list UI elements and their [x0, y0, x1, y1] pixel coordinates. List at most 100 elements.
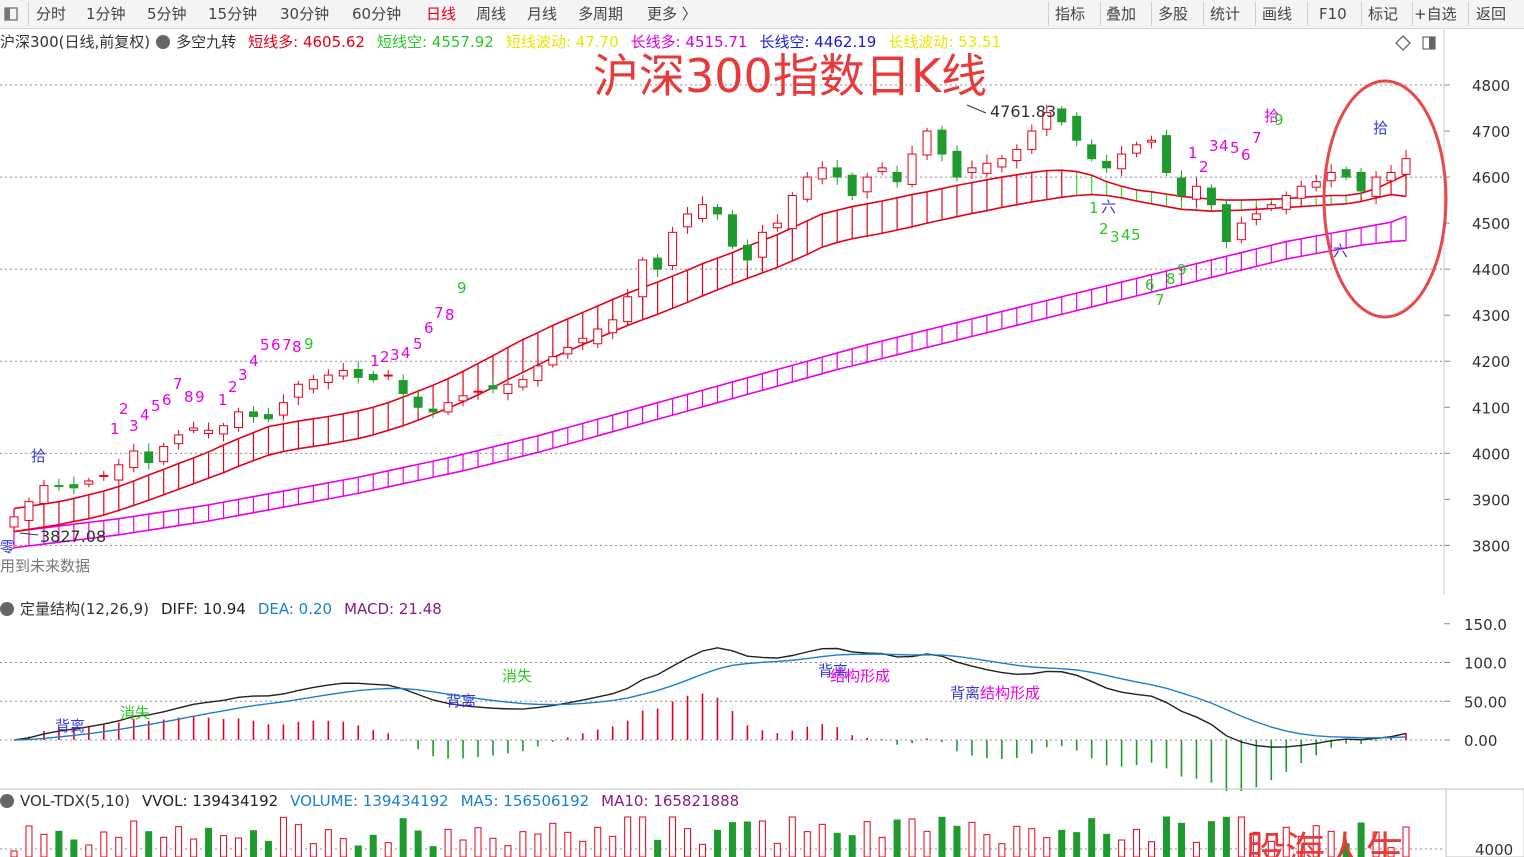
nine-turn-marker: 1: [370, 352, 380, 370]
tab-1min[interactable]: 1分钟: [86, 5, 126, 23]
price-tick-label: 4300: [1472, 307, 1510, 325]
price-axis: 4800 4700 4600 4500 4400 4300 4200 4100 4000 3900…: [1444, 77, 1510, 555]
candle-body: [1162, 135, 1172, 173]
candle-body: [668, 231, 678, 266]
volume-bars: [10, 816, 1410, 857]
candle-body: [1326, 171, 1336, 182]
volume-bar: [1028, 828, 1036, 857]
candle-body: [338, 369, 348, 377]
tab-15min[interactable]: 15分钟: [208, 5, 258, 23]
candle-body: [1117, 153, 1127, 170]
btn-multi-stock[interactable]: 多股: [1158, 5, 1189, 23]
btn-indicators[interactable]: 指标: [1055, 5, 1086, 23]
vol-axis-bg: [1446, 789, 1524, 857]
price-tick-label: 4200: [1472, 353, 1510, 371]
nine-turn-marker: 9: [1177, 261, 1187, 279]
candle-body: [593, 328, 603, 345]
vol-legend: VOL-TDX(5,10) VVOL: 139434192 VOLUME: 1394…: [0, 790, 751, 812]
macd-annotation: 消失: [120, 704, 150, 722]
candle-body: [1057, 108, 1067, 123]
macd-annotation: 背离: [55, 717, 85, 735]
volume-bar: [384, 842, 392, 857]
volume-bar: [684, 828, 692, 857]
volume-bar: [205, 827, 213, 857]
volume-bar: [1402, 826, 1410, 857]
vol-switch-icon[interactable]: [0, 794, 14, 808]
candle-body: [99, 474, 109, 477]
tab-more[interactable]: 更多 〉: [647, 5, 697, 23]
candle-body: [1012, 148, 1022, 162]
candle-body: [174, 434, 184, 445]
candle-body: [653, 257, 663, 270]
btn-overlay[interactable]: 叠加: [1106, 5, 1137, 23]
volume-bar: [309, 843, 317, 857]
indicator-params: 短线多: 4605.62 短线空: 4557.92 短线波动: 47.70 长线多: …: [242, 33, 1007, 51]
volume-bar: [1013, 825, 1021, 857]
volume-bar: [1148, 841, 1156, 857]
btn-back[interactable]: 返回: [1476, 5, 1507, 23]
tab-5min[interactable]: 5分钟: [147, 5, 187, 23]
volume-bar: [40, 833, 48, 857]
volume-chart[interactable]: 4000 股海人生…: [0, 789, 1524, 857]
volume-bar: [594, 826, 602, 857]
macd-histogram: [28, 693, 1407, 791]
candle-body: [129, 450, 139, 469]
nine-turn-marker: 8: [184, 388, 194, 406]
nine-turn-marker: 4: [1219, 137, 1229, 155]
candle-body: [219, 425, 229, 435]
symbol-label: 沪深300(日线,前复权): [0, 33, 151, 51]
tab-monthly[interactable]: 月线: [527, 5, 558, 23]
main-param-2: 短线波动: 47.70: [505, 33, 619, 51]
btn-mark[interactable]: 标记: [1368, 5, 1399, 23]
btn-statistics[interactable]: 统计: [1210, 5, 1241, 23]
volume-bar: [848, 835, 856, 857]
tab-30min[interactable]: 30分钟: [280, 5, 330, 23]
tab-weekly[interactable]: 周线: [476, 5, 507, 23]
candle-body: [742, 244, 752, 261]
nine-turn-marker: 9: [304, 335, 314, 353]
nine-turn-marker: 1: [1188, 144, 1198, 162]
tab-fenshi[interactable]: 分时: [36, 5, 67, 23]
btn-f10[interactable]: F10: [1319, 5, 1347, 23]
volume-bar: [669, 816, 677, 857]
nine-turn-marker: 2: [228, 378, 238, 396]
volume-bar: [743, 821, 751, 857]
nine-turn-marker: 2: [119, 400, 129, 418]
nine-turn-marker: 6: [1241, 146, 1251, 164]
tab-60min[interactable]: 60分钟: [352, 5, 402, 23]
macd-axis: 150.0 100.0 50.00 0.00: [1444, 616, 1507, 750]
volume-bar: [249, 830, 257, 857]
volume-bar: [85, 844, 93, 857]
indicator-switch-icon[interactable]: [156, 35, 171, 49]
vol-params: VVOL: 139434192 VOLUME: 139434192 MA5: 156…: [136, 792, 745, 810]
nine-turn-marker: 六: [1101, 198, 1116, 216]
btn-draw-line[interactable]: 画线: [1262, 5, 1293, 23]
volume-bar: [624, 816, 632, 857]
macd-switch-icon[interactable]: [0, 602, 14, 616]
volume-bar: [1118, 839, 1126, 857]
tab-daily[interactable]: 日线: [426, 5, 457, 23]
volume-bar: [639, 816, 647, 857]
macd-tick-label: 150.0: [1464, 616, 1507, 634]
candle-body: [727, 214, 737, 247]
candle-body: [398, 380, 408, 394]
diamond-icon[interactable]: [1394, 34, 1444, 52]
candle-body: [922, 130, 932, 156]
btn-add-watchlist[interactable]: +自选: [1414, 5, 1457, 23]
toolbar-divider: [1361, 2, 1362, 26]
price-tick-label: 4000: [1472, 445, 1510, 463]
nine-turn-marker: 拾: [1373, 119, 1388, 137]
candle-body: [9, 516, 19, 528]
tab-multi-period[interactable]: 多周期: [578, 5, 624, 23]
macd-lines: [13, 647, 1407, 748]
nine-turn-marker: 6: [162, 391, 172, 409]
volume-bar: [235, 837, 243, 857]
toolbar-menu-icon[interactable]: [2, 0, 24, 28]
vol-param-3: MA10: 165821888: [601, 792, 740, 810]
short-band-lower-line: [13, 193, 1407, 533]
nine-turn-marker: 7: [282, 336, 292, 354]
main-param-4: 长线空: 4462.19: [759, 33, 877, 51]
